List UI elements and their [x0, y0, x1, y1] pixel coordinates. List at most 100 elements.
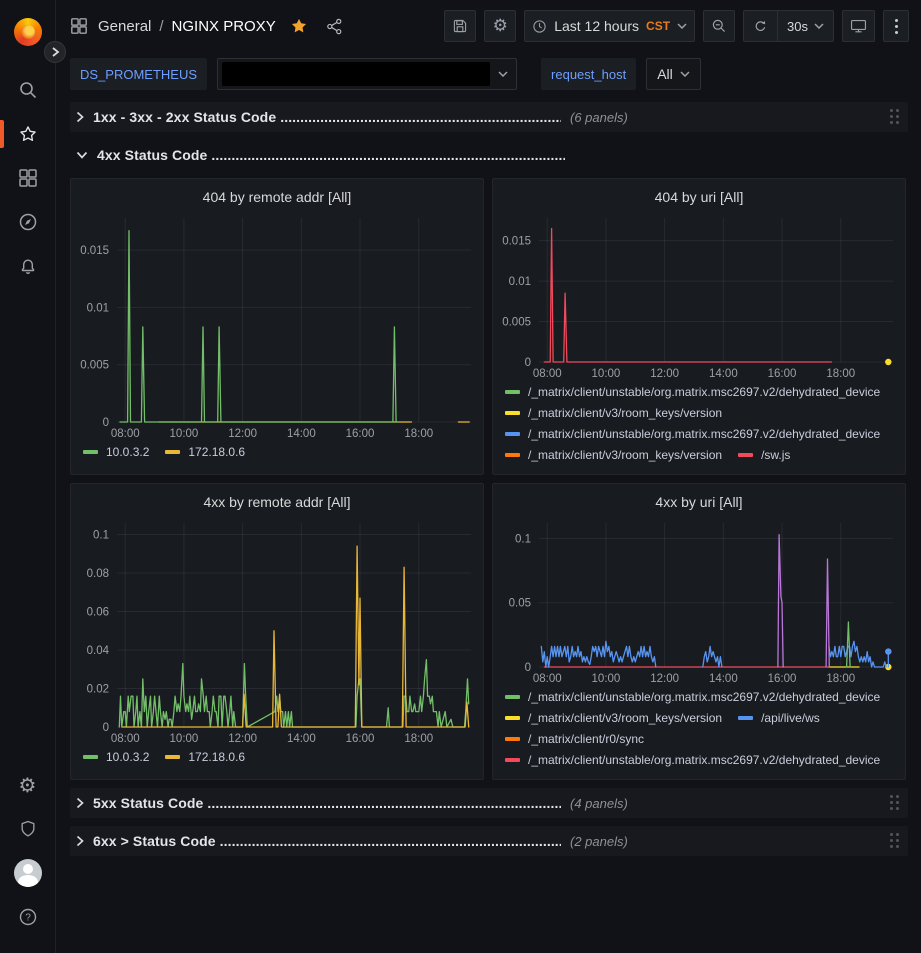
svg-text:18:00: 18:00 — [826, 673, 855, 685]
row-title: 4xx Status Code ........................… — [97, 147, 565, 163]
sidebar: ⚙ ? — [0, 0, 56, 953]
dashboard-settings-button[interactable]: ⚙ — [484, 10, 516, 42]
chart-legend: /_matrix/client/unstable/org.matrix.msc2… — [493, 383, 905, 471]
legend-item[interactable]: /_matrix/client/unstable/org.matrix.msc2… — [505, 384, 880, 400]
svg-text:?: ? — [25, 913, 31, 924]
panel-title[interactable]: 4xx by uri [All] — [493, 490, 905, 516]
legend-item[interactable]: 172.18.0.6 — [165, 749, 245, 765]
legend-item[interactable]: /api/live/ws — [738, 710, 820, 726]
row-title: 1xx - 3xx - 2xx Status Code ............… — [93, 109, 561, 125]
sidebar-item-search[interactable] — [0, 68, 56, 112]
chart-4xx-by-remote-addr[interactable]: 08:0010:0012:0014:0016:0018:0000.020.040… — [71, 516, 483, 748]
zoom-out-button[interactable] — [703, 10, 735, 42]
panel-4xx-by-remote-addr: 4xx by remote addr [All] 08:0010:0012:00… — [70, 483, 484, 780]
gear-icon: ⚙ — [19, 775, 37, 795]
avatar — [14, 859, 42, 887]
timezone-label: CST — [646, 19, 670, 33]
legend-item[interactable]: /_matrix/client/v3/room_keys/version — [505, 710, 722, 726]
variables-submenu: DS_PROMETHEUS request_host All — [56, 52, 921, 100]
more-options-button[interactable] — [883, 10, 909, 42]
svg-text:10:00: 10:00 — [592, 368, 621, 380]
legend-item[interactable]: /_matrix/client/unstable/org.matrix.msc2… — [505, 689, 880, 705]
legend-item[interactable]: /_matrix/client/r0/sync — [505, 731, 644, 747]
sidebar-item-profile[interactable] — [0, 851, 56, 895]
search-icon — [18, 80, 38, 100]
svg-text:0.005: 0.005 — [502, 317, 531, 329]
svg-text:16:00: 16:00 — [768, 368, 797, 380]
share-icon[interactable] — [326, 18, 343, 35]
row-title: 6xx > Status Code ......................… — [93, 833, 561, 849]
svg-text:08:00: 08:00 — [533, 368, 562, 380]
panel-title[interactable]: 404 by remote addr [All] — [71, 185, 483, 211]
row-header-5xx[interactable]: 5xx Status Code ........................… — [70, 788, 908, 818]
sidebar-item-explore[interactable] — [0, 200, 56, 244]
panel-title[interactable]: 404 by uri [All] — [493, 185, 905, 211]
chart-404-by-remote-addr[interactable]: 08:0010:0012:0014:0016:0018:0000.0050.01… — [71, 211, 483, 443]
bell-icon — [18, 256, 38, 276]
row-header-6xx[interactable]: 6xx > Status Code ......................… — [70, 826, 908, 856]
svg-text:0: 0 — [525, 662, 531, 674]
sidebar-item-dashboards[interactable] — [0, 156, 56, 200]
zoom-out-icon — [711, 18, 727, 34]
legend-item[interactable]: /_matrix/client/v3/room_keys/version — [505, 447, 722, 463]
panels-row: 4xx by remote addr [All] 08:0010:0012:00… — [70, 483, 908, 780]
clock-icon — [532, 19, 547, 34]
refresh-interval-dropdown[interactable]: 30s — [777, 11, 833, 41]
legend-item[interactable]: 10.0.3.2 — [83, 444, 149, 460]
row-header-1xx-3xx-2xx[interactable]: 1xx - 3xx - 2xx Status Code ............… — [70, 102, 908, 132]
legend-label: 172.18.0.6 — [188, 444, 245, 460]
variable-ds-dropdown[interactable] — [217, 58, 517, 90]
monitor-icon — [850, 18, 867, 34]
chart-4xx-by-uri[interactable]: 08:0010:0012:0014:0016:0018:0000.050.1 — [493, 516, 905, 688]
panel-404-by-uri: 404 by uri [All] 08:0010:0012:0014:0016:… — [492, 178, 906, 475]
legend-item[interactable]: /_matrix/client/unstable/org.matrix.msc2… — [505, 752, 880, 768]
svg-text:18:00: 18:00 — [404, 733, 433, 745]
svg-text:12:00: 12:00 — [228, 733, 257, 745]
svg-text:0.005: 0.005 — [80, 360, 109, 372]
legend-label: /_matrix/client/v3/room_keys/version — [528, 710, 722, 726]
panel-title[interactable]: 4xx by remote addr [All] — [71, 490, 483, 516]
refresh-button[interactable] — [744, 11, 777, 41]
sidebar-expand-button[interactable] — [44, 41, 66, 63]
sidebar-item-configuration[interactable]: ⚙ — [0, 763, 56, 807]
svg-text:0.015: 0.015 — [80, 245, 109, 257]
variable-host-value: All — [657, 66, 673, 82]
dashboard-content: 1xx - 3xx - 2xx Status Code ............… — [56, 100, 921, 856]
panel-4xx-by-uri: 4xx by uri [All] 08:0010:0012:0014:0016:… — [492, 483, 906, 780]
legend-label: /_matrix/client/r0/sync — [528, 731, 644, 747]
drag-handle-icon[interactable] — [888, 107, 902, 127]
svg-text:08:00: 08:00 — [111, 733, 140, 745]
favorite-star-icon[interactable] — [290, 17, 308, 35]
sidebar-item-help[interactable]: ? — [0, 895, 56, 939]
legend-item[interactable]: 172.18.0.6 — [165, 444, 245, 460]
legend-swatch — [83, 450, 98, 454]
row-header-4xx[interactable]: 4xx Status Code ........................… — [70, 140, 908, 170]
chart-404-by-uri[interactable]: 08:0010:0012:0014:0016:0018:0000.0050.01… — [493, 211, 905, 383]
sidebar-item-alerting[interactable] — [0, 244, 56, 288]
svg-text:10:00: 10:00 — [592, 673, 621, 685]
drag-handle-icon[interactable] — [888, 831, 902, 851]
cycle-view-mode-button[interactable] — [842, 10, 875, 42]
row-panel-count: (4 panels) — [570, 796, 628, 811]
apps-grid-icon — [70, 17, 88, 35]
save-dashboard-button[interactable] — [444, 10, 476, 42]
chevron-down-icon — [498, 71, 508, 77]
legend-swatch — [505, 390, 520, 394]
legend-item[interactable]: /_matrix/client/unstable/org.matrix.msc2… — [505, 426, 880, 442]
drag-handle-icon[interactable] — [888, 793, 902, 813]
variable-host-dropdown[interactable]: All — [646, 58, 701, 90]
legend-item[interactable]: /sw.js — [738, 447, 790, 463]
breadcrumb-separator: / — [159, 18, 163, 35]
sidebar-item-starred[interactable] — [0, 112, 56, 156]
legend-item[interactable]: 10.0.3.2 — [83, 749, 149, 765]
legend-item[interactable]: /_matrix/client/v3/room_keys/version — [505, 405, 722, 421]
breadcrumb-folder[interactable]: General — [98, 18, 151, 35]
svg-text:08:00: 08:00 — [533, 673, 562, 685]
chart-legend: 10.0.3.2 172.18.0.6 — [71, 443, 483, 465]
sidebar-item-server-admin[interactable] — [0, 807, 56, 851]
legend-swatch — [505, 716, 520, 720]
time-range-picker[interactable]: Last 12 hours CST — [524, 10, 695, 42]
breadcrumb-dashboard-title[interactable]: NGINX PROXY — [172, 18, 276, 35]
save-floppy-icon — [452, 18, 468, 34]
help-circle-icon: ? — [18, 907, 38, 927]
